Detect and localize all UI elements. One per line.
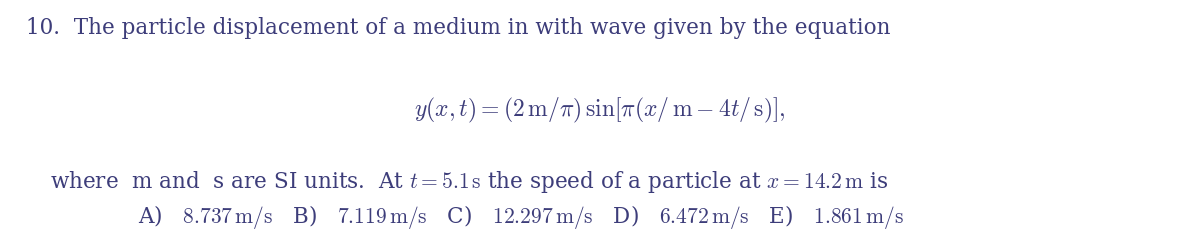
Text: $y(x, t) = (2\,\mathrm{m}/\pi)\,\sin[\pi(x/\,\mathrm{m} - 4t/\,\mathrm{s})],$: $y(x, t) = (2\,\mathrm{m}/\pi)\,\sin[\pi…: [414, 96, 786, 126]
Text: 10.  The particle displacement of a medium in with wave given by the equation: 10. The particle displacement of a mediu…: [26, 17, 890, 39]
Text: where  m and  s are SI units.  At $t = 5.1\,\mathrm{s}$ the speed of a particle : where m and s are SI units. At $t = 5.1\…: [50, 169, 889, 195]
Text: A)   $8.737\,\mathrm{m/s}$   B)   $7.119\,\mathrm{m/s}$   C)   $12.297\,\mathrm{: A) $8.737\,\mathrm{m/s}$ B) $7.119\,\mat…: [138, 203, 904, 231]
